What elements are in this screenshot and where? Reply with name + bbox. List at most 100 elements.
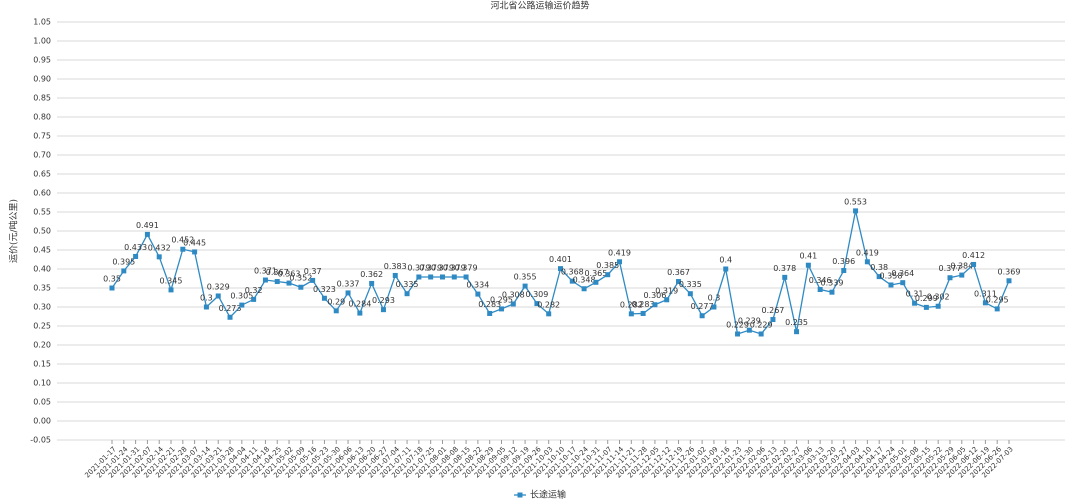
point xyxy=(923,304,929,310)
point xyxy=(994,306,1000,312)
point xyxy=(888,282,894,288)
data-label: 0.395 xyxy=(112,257,135,266)
data-label: 0.319 xyxy=(655,286,678,295)
point xyxy=(121,268,127,274)
data-label: 0.358 xyxy=(880,271,903,280)
data-label: 0.445 xyxy=(183,238,206,247)
data-label: 0.379 xyxy=(407,263,430,272)
data-label: 0.419 xyxy=(608,248,631,257)
data-label: 0.346 xyxy=(809,276,832,285)
y-tick-label: 0.75 xyxy=(33,132,51,141)
point xyxy=(758,331,764,337)
point xyxy=(947,275,953,281)
y-tick-label: 0.70 xyxy=(33,151,51,160)
point xyxy=(498,306,504,312)
point xyxy=(192,249,198,255)
y-tick-label: 0.60 xyxy=(33,189,51,198)
point xyxy=(180,246,186,252)
point xyxy=(735,331,741,337)
data-label: 0.29 xyxy=(327,297,345,306)
y-tick-label: 0.50 xyxy=(33,227,51,236)
data-label: 0.379 xyxy=(419,263,442,272)
point xyxy=(227,314,233,320)
y-tick-label: 0.30 xyxy=(33,303,51,312)
legend-label: 长途运输 xyxy=(530,489,566,501)
data-label: 0.339 xyxy=(821,279,844,288)
point xyxy=(676,279,682,285)
y-tick-label: -0.05 xyxy=(30,436,51,445)
point xyxy=(298,284,304,290)
y-tick-label: 0.90 xyxy=(33,75,51,84)
data-label: 0.282 xyxy=(537,300,560,309)
data-label: 0.41 xyxy=(799,252,817,261)
data-label: 0.433 xyxy=(124,243,147,252)
point xyxy=(746,327,752,333)
data-label: 0.352 xyxy=(289,274,312,283)
data-label: 0.229 xyxy=(750,320,773,329)
point xyxy=(109,285,115,291)
point xyxy=(156,254,162,260)
point xyxy=(369,280,375,286)
data-label: 0.362 xyxy=(360,270,383,279)
point xyxy=(251,296,257,302)
y-tick-label: 0.85 xyxy=(33,94,51,103)
y-tick-label: 0.55 xyxy=(33,208,51,217)
data-label: 0.379 xyxy=(443,263,466,272)
data-label: 0.309 xyxy=(525,290,548,299)
data-label: 0.37 xyxy=(304,267,322,276)
data-label: 0.308 xyxy=(502,290,525,299)
data-label: 0.378 xyxy=(773,264,796,273)
point xyxy=(439,274,445,280)
data-label: 0.432 xyxy=(148,243,171,252)
data-label: 0.293 xyxy=(372,296,395,305)
data-label: 0.377 xyxy=(939,264,962,273)
data-label: 0.32 xyxy=(245,286,263,295)
data-label: 0.419 xyxy=(856,248,879,257)
point xyxy=(794,329,800,335)
point xyxy=(463,274,469,280)
point xyxy=(321,295,327,301)
point xyxy=(853,208,859,214)
data-label: 0.355 xyxy=(514,273,537,282)
y-tick-label: 0.10 xyxy=(33,379,51,388)
data-label: 0.282 xyxy=(620,300,643,309)
point xyxy=(864,259,870,265)
data-label: 0.335 xyxy=(679,280,702,289)
data-label: 0.363 xyxy=(278,270,301,279)
y-tick-label: 0.40 xyxy=(33,265,51,274)
point xyxy=(546,311,552,317)
data-label: 0.299 xyxy=(915,294,938,303)
point xyxy=(841,268,847,274)
point xyxy=(522,283,528,289)
point xyxy=(817,287,823,293)
point xyxy=(310,277,316,283)
data-label: 0.348 xyxy=(573,275,596,284)
point xyxy=(959,272,965,278)
point xyxy=(133,253,139,259)
legend-marker xyxy=(517,492,523,498)
data-label: 0.337 xyxy=(337,279,360,288)
data-label: 0.385 xyxy=(596,261,619,270)
data-label: 0.31 xyxy=(906,290,924,299)
data-label: 0.396 xyxy=(832,257,855,266)
point xyxy=(239,302,245,308)
point xyxy=(971,261,977,267)
point xyxy=(357,310,363,316)
y-tick-label: 0.25 xyxy=(33,322,51,331)
data-label: 0.334 xyxy=(466,281,489,290)
data-label: 0.335 xyxy=(396,280,419,289)
point xyxy=(510,301,516,307)
data-label: 0.491 xyxy=(136,221,159,230)
data-label: 0.35 xyxy=(103,275,121,284)
y-tick-label: 0.05 xyxy=(33,398,51,407)
data-label: 0.3 xyxy=(708,294,721,303)
data-label: 0.371 xyxy=(254,267,277,276)
point xyxy=(640,310,646,316)
data-label: 0.283 xyxy=(632,300,655,309)
point xyxy=(829,289,835,295)
data-label: 0.384 xyxy=(950,262,973,271)
point xyxy=(569,278,575,284)
point xyxy=(215,293,221,299)
data-label: 0.329 xyxy=(207,282,230,291)
